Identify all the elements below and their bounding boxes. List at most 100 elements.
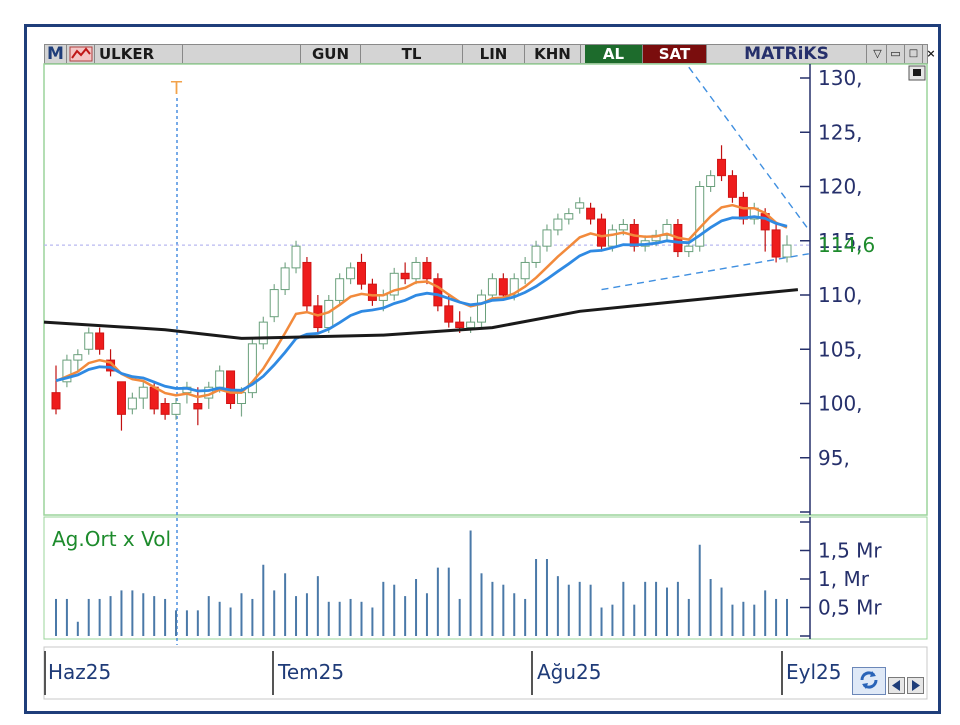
candle-body: [149, 386, 159, 410]
toolbar-spacer: [183, 45, 301, 63]
candle-body: [727, 175, 737, 198]
candle-body: [226, 370, 236, 405]
candle-body: [662, 223, 672, 236]
candle-body: [127, 397, 137, 410]
price-tick-label: 110,: [818, 283, 863, 307]
candle-body: [422, 261, 432, 280]
candle-body: [84, 332, 94, 350]
scroll-right-icon[interactable]: [907, 677, 924, 694]
candle-body: [160, 403, 170, 415]
price-tick-label: 125,: [818, 120, 863, 144]
candle-body: [215, 370, 225, 388]
volume-tick-label: 1,5 Mr: [818, 539, 882, 563]
candle-body: [95, 332, 105, 350]
candle-body: [782, 244, 792, 258]
candle-body: [116, 381, 126, 415]
candle-body: [356, 261, 366, 285]
price-tick-label: 120,: [818, 175, 863, 199]
price-panel: [43, 63, 928, 516]
candle-body: [171, 403, 181, 415]
period-button[interactable]: GUN: [301, 45, 361, 63]
app-logo-letter: M: [45, 45, 67, 63]
candles: [51, 145, 792, 431]
candle-body: [247, 343, 257, 394]
candle-body: [531, 245, 541, 263]
candle-body: [509, 278, 519, 296]
candle-body: [553, 218, 563, 231]
x-tick-aug: [531, 651, 533, 695]
price-axis: 130, 125, 120, 115, 110, 105, 100, 95,: [800, 66, 863, 513]
candle-body: [695, 186, 705, 247]
x-label-jul: Tem25: [278, 660, 345, 684]
candle-body: [400, 272, 410, 280]
candle-body: [367, 283, 377, 301]
candle-body: [487, 278, 497, 296]
dropdown-icon[interactable]: ▽: [869, 45, 887, 63]
volume-axis: 1,5 Mr 1, Mr 0,5 Mr: [800, 521, 882, 637]
x-label-aug: Ağu25: [537, 660, 602, 684]
moving-averages: [43, 66, 810, 399]
ma-short-line: [55, 203, 788, 399]
candle-body: [346, 267, 356, 280]
candle-body: [193, 403, 203, 410]
volume-panel-label: Ag.Ort x Vol: [52, 527, 171, 551]
candle-body: [684, 245, 694, 253]
candle-body: [291, 245, 301, 269]
candle-body: [138, 386, 148, 399]
x-label-sep: Eyl25: [786, 660, 842, 684]
candle-body: [302, 261, 312, 307]
minimize-icon[interactable]: ▭: [887, 45, 905, 63]
candle-body: [466, 321, 476, 329]
candle-body: [411, 261, 421, 280]
price-tick-label: 95,: [818, 446, 850, 470]
chart-toolbar: M ULKER GUN TL LIN KHN AL SAT MATRiKS ▽ …: [44, 44, 936, 64]
symbol-field[interactable]: ULKER: [95, 45, 183, 63]
candle-body: [498, 278, 508, 296]
volume-tick-label: 0,5 Mr: [818, 596, 882, 620]
candle-body: [717, 158, 727, 177]
refresh-icon[interactable]: [852, 667, 886, 695]
candle-body: [607, 229, 617, 247]
candle-body: [269, 289, 279, 318]
scroll-left-icon[interactable]: [888, 677, 905, 694]
candle-body: [771, 229, 781, 258]
currency-button[interactable]: TL: [361, 45, 463, 63]
close-icon[interactable]: ×: [926, 47, 936, 60]
candle-body: [335, 278, 345, 301]
candle-body: [280, 267, 290, 291]
candle-body: [575, 202, 585, 209]
trend-line: [688, 66, 810, 231]
price-tick-label: 105,: [818, 337, 863, 361]
candle-body: [520, 261, 530, 280]
candle-body: [455, 321, 465, 329]
candle-body: [258, 321, 268, 345]
khn-button[interactable]: KHN: [525, 45, 581, 63]
candle-body: [618, 223, 628, 231]
candle-body: [542, 229, 552, 247]
price-tick-label: 130,: [818, 66, 863, 90]
candle-body: [444, 305, 454, 323]
x-label-jun: Haz25: [48, 660, 112, 684]
x-tick-sep: [781, 651, 783, 695]
candle-body: [62, 359, 72, 383]
maximize-icon[interactable]: □: [905, 45, 923, 63]
panel-options-icon-glyph: [913, 69, 921, 76]
x-tick-jul: [272, 651, 274, 695]
scale-button[interactable]: LIN: [463, 45, 525, 63]
candle-body: [586, 207, 596, 220]
candle-body: [564, 213, 574, 220]
candle-body: [73, 354, 83, 361]
sell-button[interactable]: SAT: [643, 45, 707, 63]
buy-button[interactable]: AL: [585, 45, 643, 63]
price-tick-label: 100,: [818, 392, 863, 416]
time-marker-label: T: [170, 78, 183, 99]
symbol-icon[interactable]: [67, 45, 95, 63]
ma-long-line: [43, 288, 799, 340]
x-tick-jun: [44, 651, 46, 695]
price-tick-label: 115,: [818, 229, 863, 253]
candle-body: [433, 278, 443, 307]
candle-body: [477, 294, 487, 323]
brand-label: MATRiKS: [707, 45, 867, 63]
x-axis-strip: [43, 646, 928, 700]
